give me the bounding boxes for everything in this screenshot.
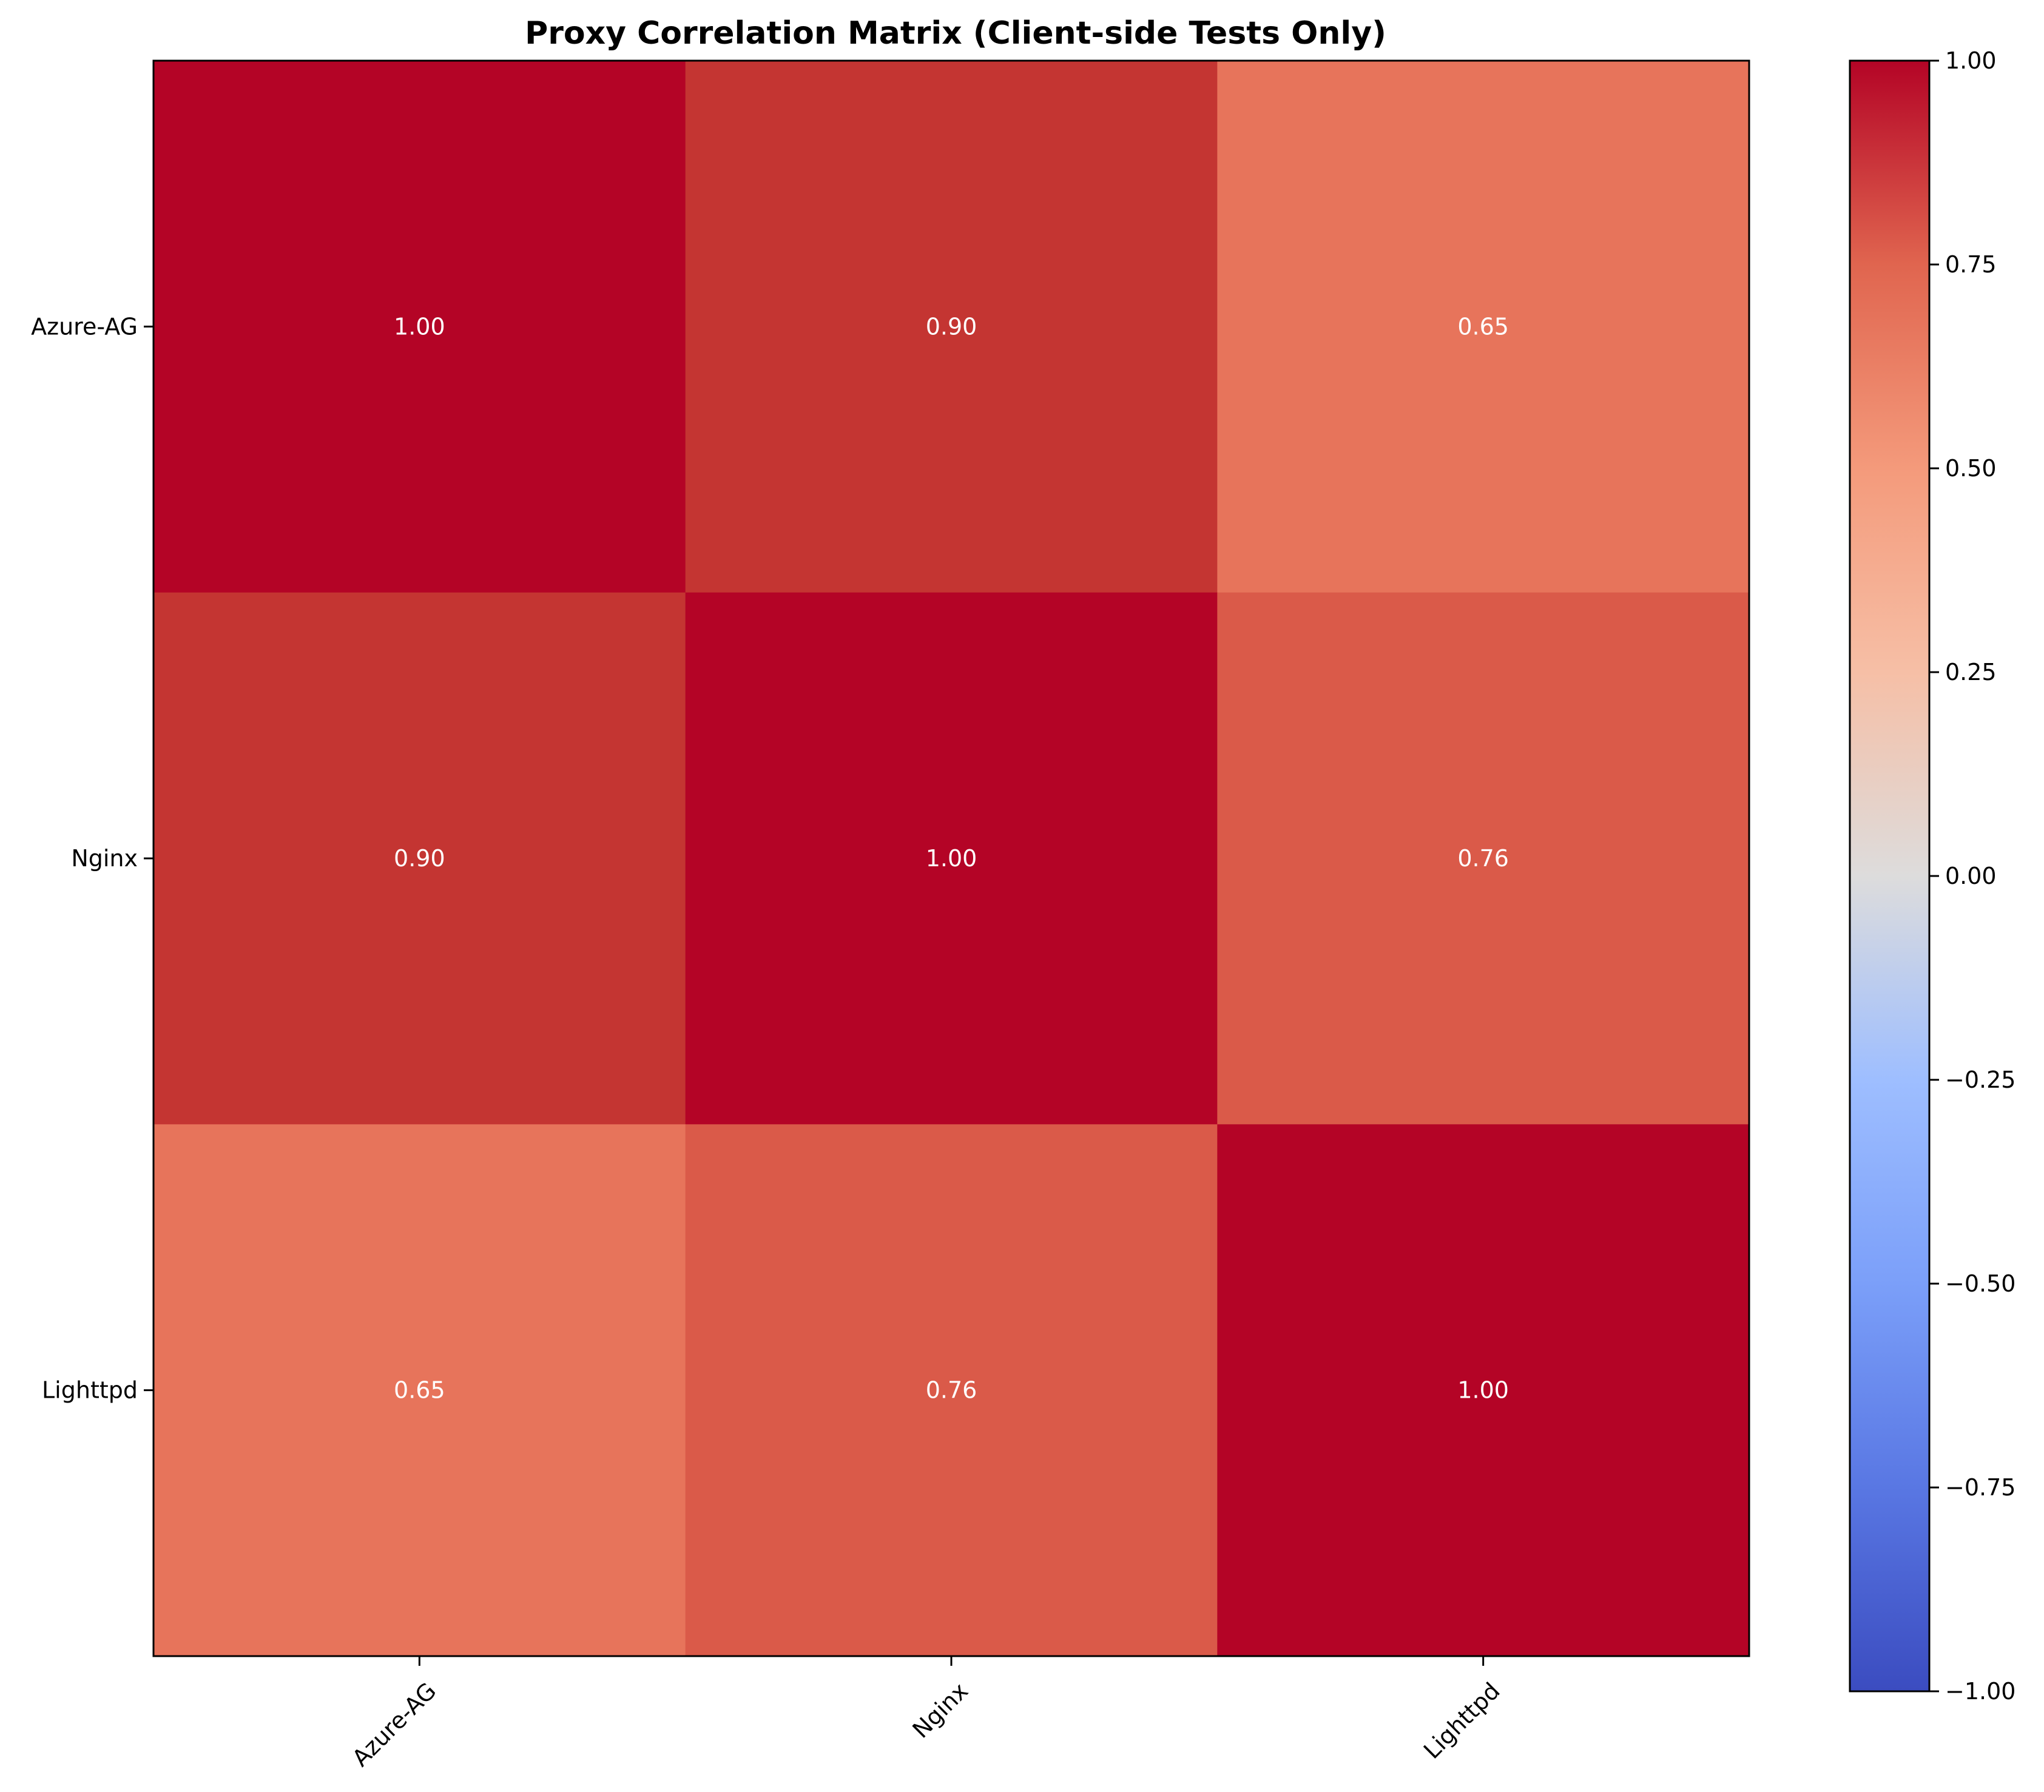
colorbar: 1.00 0.75 0.50 0.25 0.00 −0.25 −0.50 −0.75 −1.00 [1849, 47, 2015, 1705]
chart-title: Proxy Correlation Matrix (Client-side Te… [525, 15, 1386, 52]
x-tick-label: Lighttpd [1418, 1677, 1505, 1764]
y-tick-label: Lighttpd [42, 1377, 138, 1404]
colorbar-tick-label: −0.75 [1945, 1474, 2015, 1501]
colorbar-tick-label: 0.00 [1945, 863, 1997, 889]
colorbar-tick-label: 1.00 [1945, 47, 1997, 74]
heatmap-cell [1217, 61, 1750, 593]
cell-value-label: 1.00 [1457, 1377, 1509, 1404]
cell-value-label: 1.00 [926, 845, 977, 872]
cell-value-label: 0.90 [926, 313, 977, 340]
cell-value-label: 1.00 [394, 313, 445, 340]
x-tick-label: Nginx [907, 1677, 973, 1743]
cell-annotations: 1.00 0.90 0.65 0.90 1.00 0.76 0.65 0.76 1.00 [394, 313, 1509, 1403]
colorbar-tick-label: 0.50 [1945, 455, 1997, 482]
cell-value-label: 0.76 [1457, 845, 1509, 872]
x-tick-label: Azure-AG [347, 1677, 441, 1771]
cell-value-label: 0.65 [1457, 313, 1509, 340]
heatmap-cell [153, 1124, 686, 1657]
cell-value-label: 0.90 [394, 845, 445, 872]
colorbar-ticks: 1.00 0.75 0.50 0.25 0.00 −0.25 −0.50 −0.75 −1.00 [1929, 47, 2015, 1705]
colorbar-tick-label: −1.00 [1945, 1678, 2015, 1705]
heatmap-cell [153, 592, 686, 1125]
colorbar-tick-label: 0.25 [1945, 659, 1997, 685]
heatmap-cell [1217, 592, 1750, 1125]
colorbar-gradient [1850, 61, 1929, 1691]
x-axis: Azure-AG Nginx Lighttpd [347, 1656, 1505, 1772]
y-tick-label: Azure-AG [31, 313, 138, 340]
heatmap-cell [685, 1124, 1218, 1657]
heatmap-cell [1217, 1124, 1750, 1657]
y-axis: Azure-AG Nginx Lighttpd [31, 313, 153, 1404]
cell-value-label: 0.65 [394, 1377, 445, 1404]
heatmap-cell [153, 61, 686, 593]
cell-value-label: 0.76 [926, 1377, 977, 1404]
y-tick-label: Nginx [71, 845, 138, 872]
heatmap-cell [685, 61, 1218, 593]
colorbar-tick-label: 0.75 [1945, 251, 1997, 278]
colorbar-tick-label: −0.50 [1945, 1270, 2015, 1297]
colorbar-tick-label: −0.25 [1945, 1066, 2015, 1093]
heatmap-cell [685, 592, 1218, 1125]
heatmap-cells [153, 61, 1750, 1657]
